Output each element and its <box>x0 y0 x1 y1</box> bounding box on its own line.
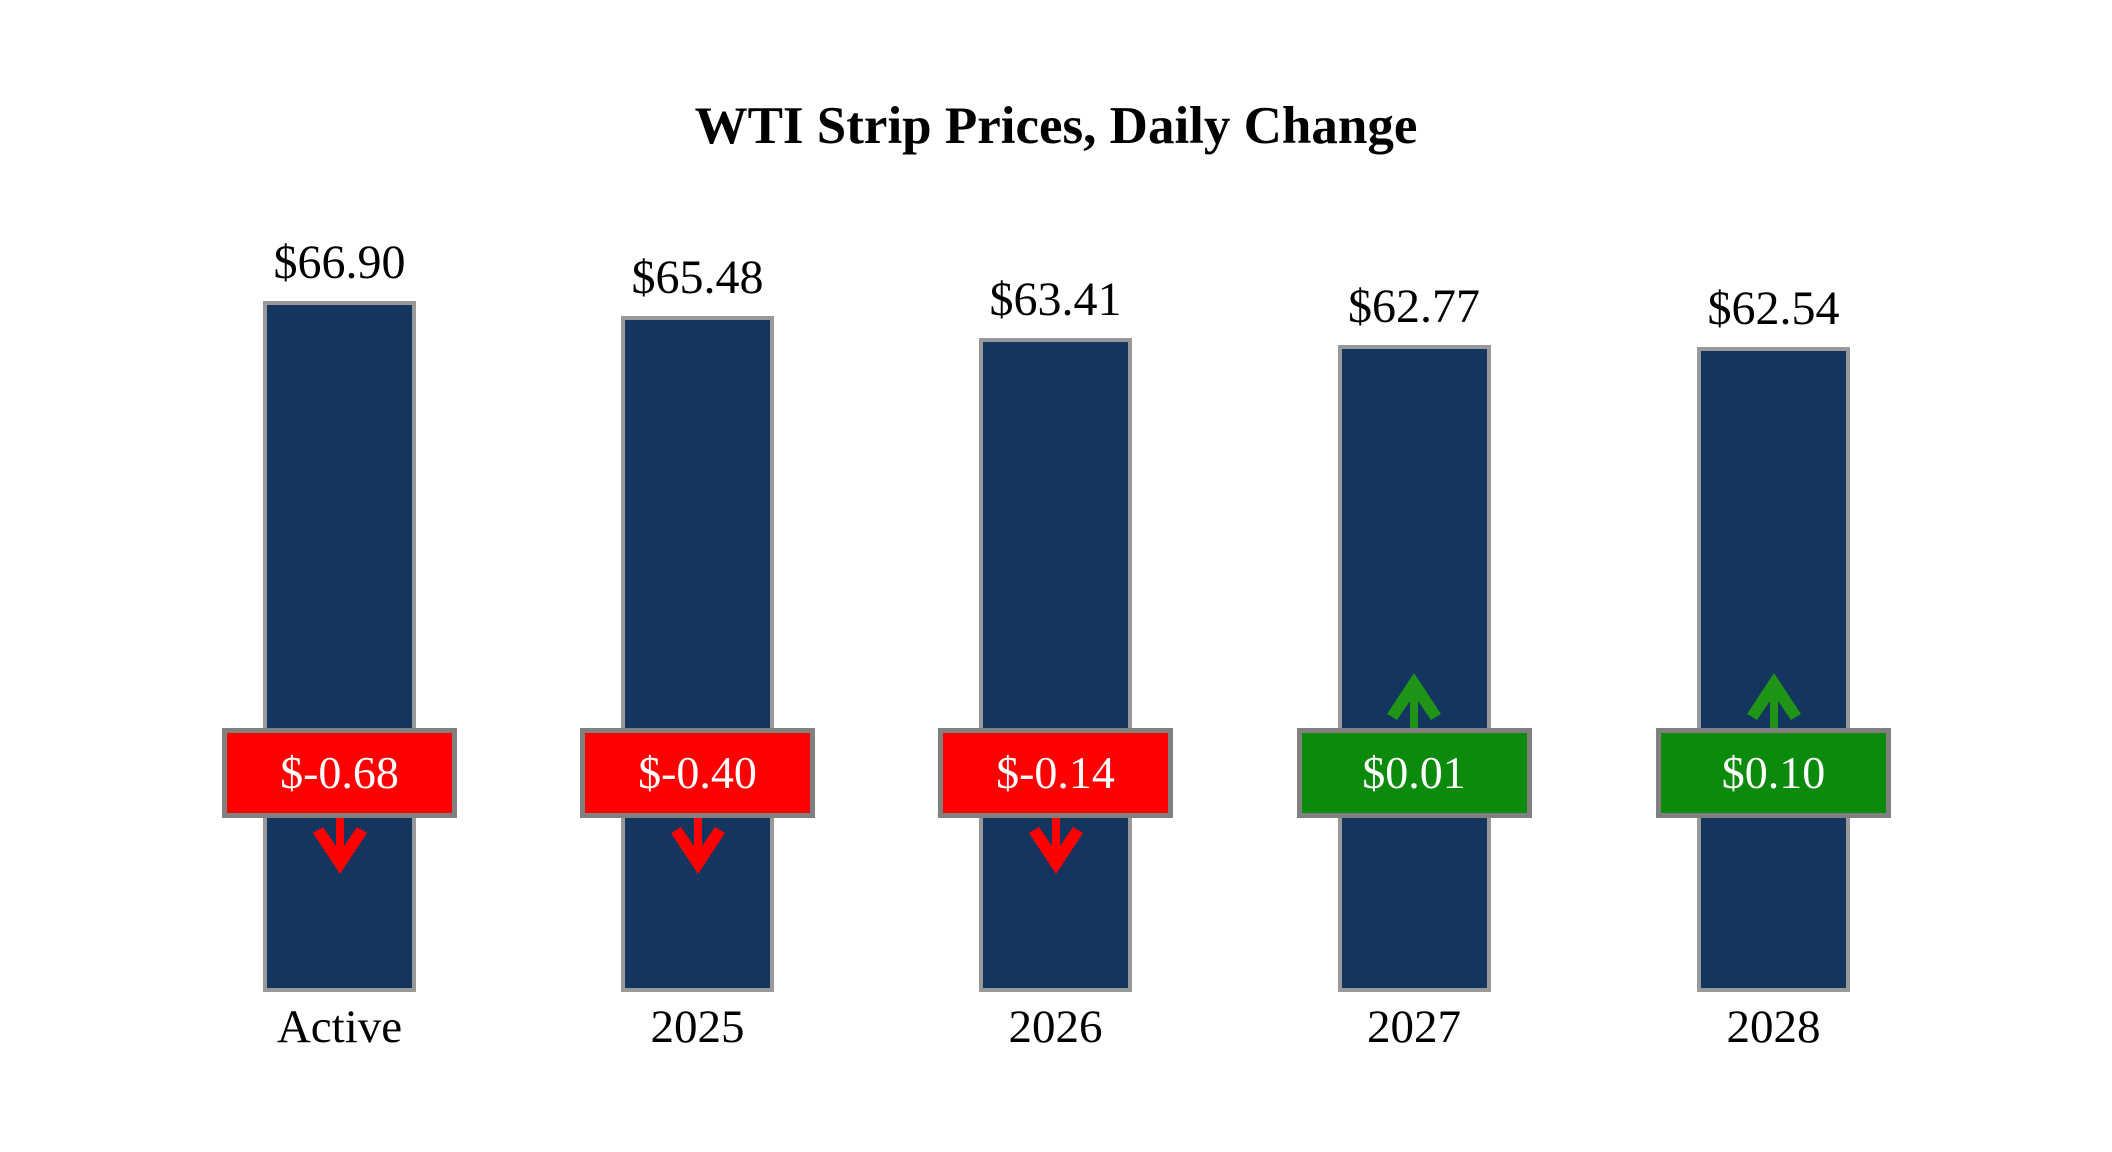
down-arrow-icon <box>670 814 725 874</box>
up-arrow-icon <box>1387 673 1441 733</box>
change-value: $-0.40 <box>638 747 757 798</box>
category-label: 2026 <box>1008 1001 1103 1053</box>
change-badge: $-0.40 <box>580 728 815 818</box>
price-label: $63.41 <box>989 273 1122 326</box>
change-value: $0.10 <box>1721 747 1826 798</box>
price-bar <box>621 316 774 992</box>
price-bar <box>979 338 1132 992</box>
price-label: $65.48 <box>631 251 764 304</box>
bar-column-2025: $65.48 $-0.40 2025 <box>568 0 828 1152</box>
bar-column-2026: $63.41 $-0.14 2026 <box>926 0 1186 1152</box>
change-badge: $-0.68 <box>222 728 457 818</box>
bar-column-2028: $62.54 $0.10 2028 <box>1644 0 1904 1152</box>
bar-column-active: $66.90 $-0.68 Active <box>210 0 470 1152</box>
category-label: 2027 <box>1367 1001 1461 1053</box>
category-label: Active <box>276 1001 403 1053</box>
price-label: $62.77 <box>1348 280 1480 333</box>
change-badge: $0.10 <box>1656 728 1891 818</box>
change-badge: $-0.14 <box>938 728 1173 818</box>
price-label: $62.54 <box>1707 282 1840 335</box>
change-value: $-0.14 <box>996 747 1115 798</box>
category-label: 2025 <box>650 1001 745 1053</box>
chart-title: WTI Strip Prices, Daily Change <box>694 97 1418 155</box>
bar-column-2027: $62.77 $0.01 2027 <box>1284 0 1544 1152</box>
price-label: $66.90 <box>273 236 406 289</box>
price-bar <box>1697 347 1850 992</box>
category-label: 2028 <box>1726 1001 1821 1053</box>
up-arrow-icon <box>1746 673 1801 733</box>
change-value: $-0.68 <box>280 747 399 798</box>
down-arrow-icon <box>1028 814 1083 874</box>
price-bar <box>263 301 416 992</box>
down-arrow-icon <box>312 814 367 874</box>
change-value: $0.01 <box>1362 747 1466 798</box>
price-bar <box>1337 345 1491 992</box>
change-badge: $0.01 <box>1296 728 1532 818</box>
